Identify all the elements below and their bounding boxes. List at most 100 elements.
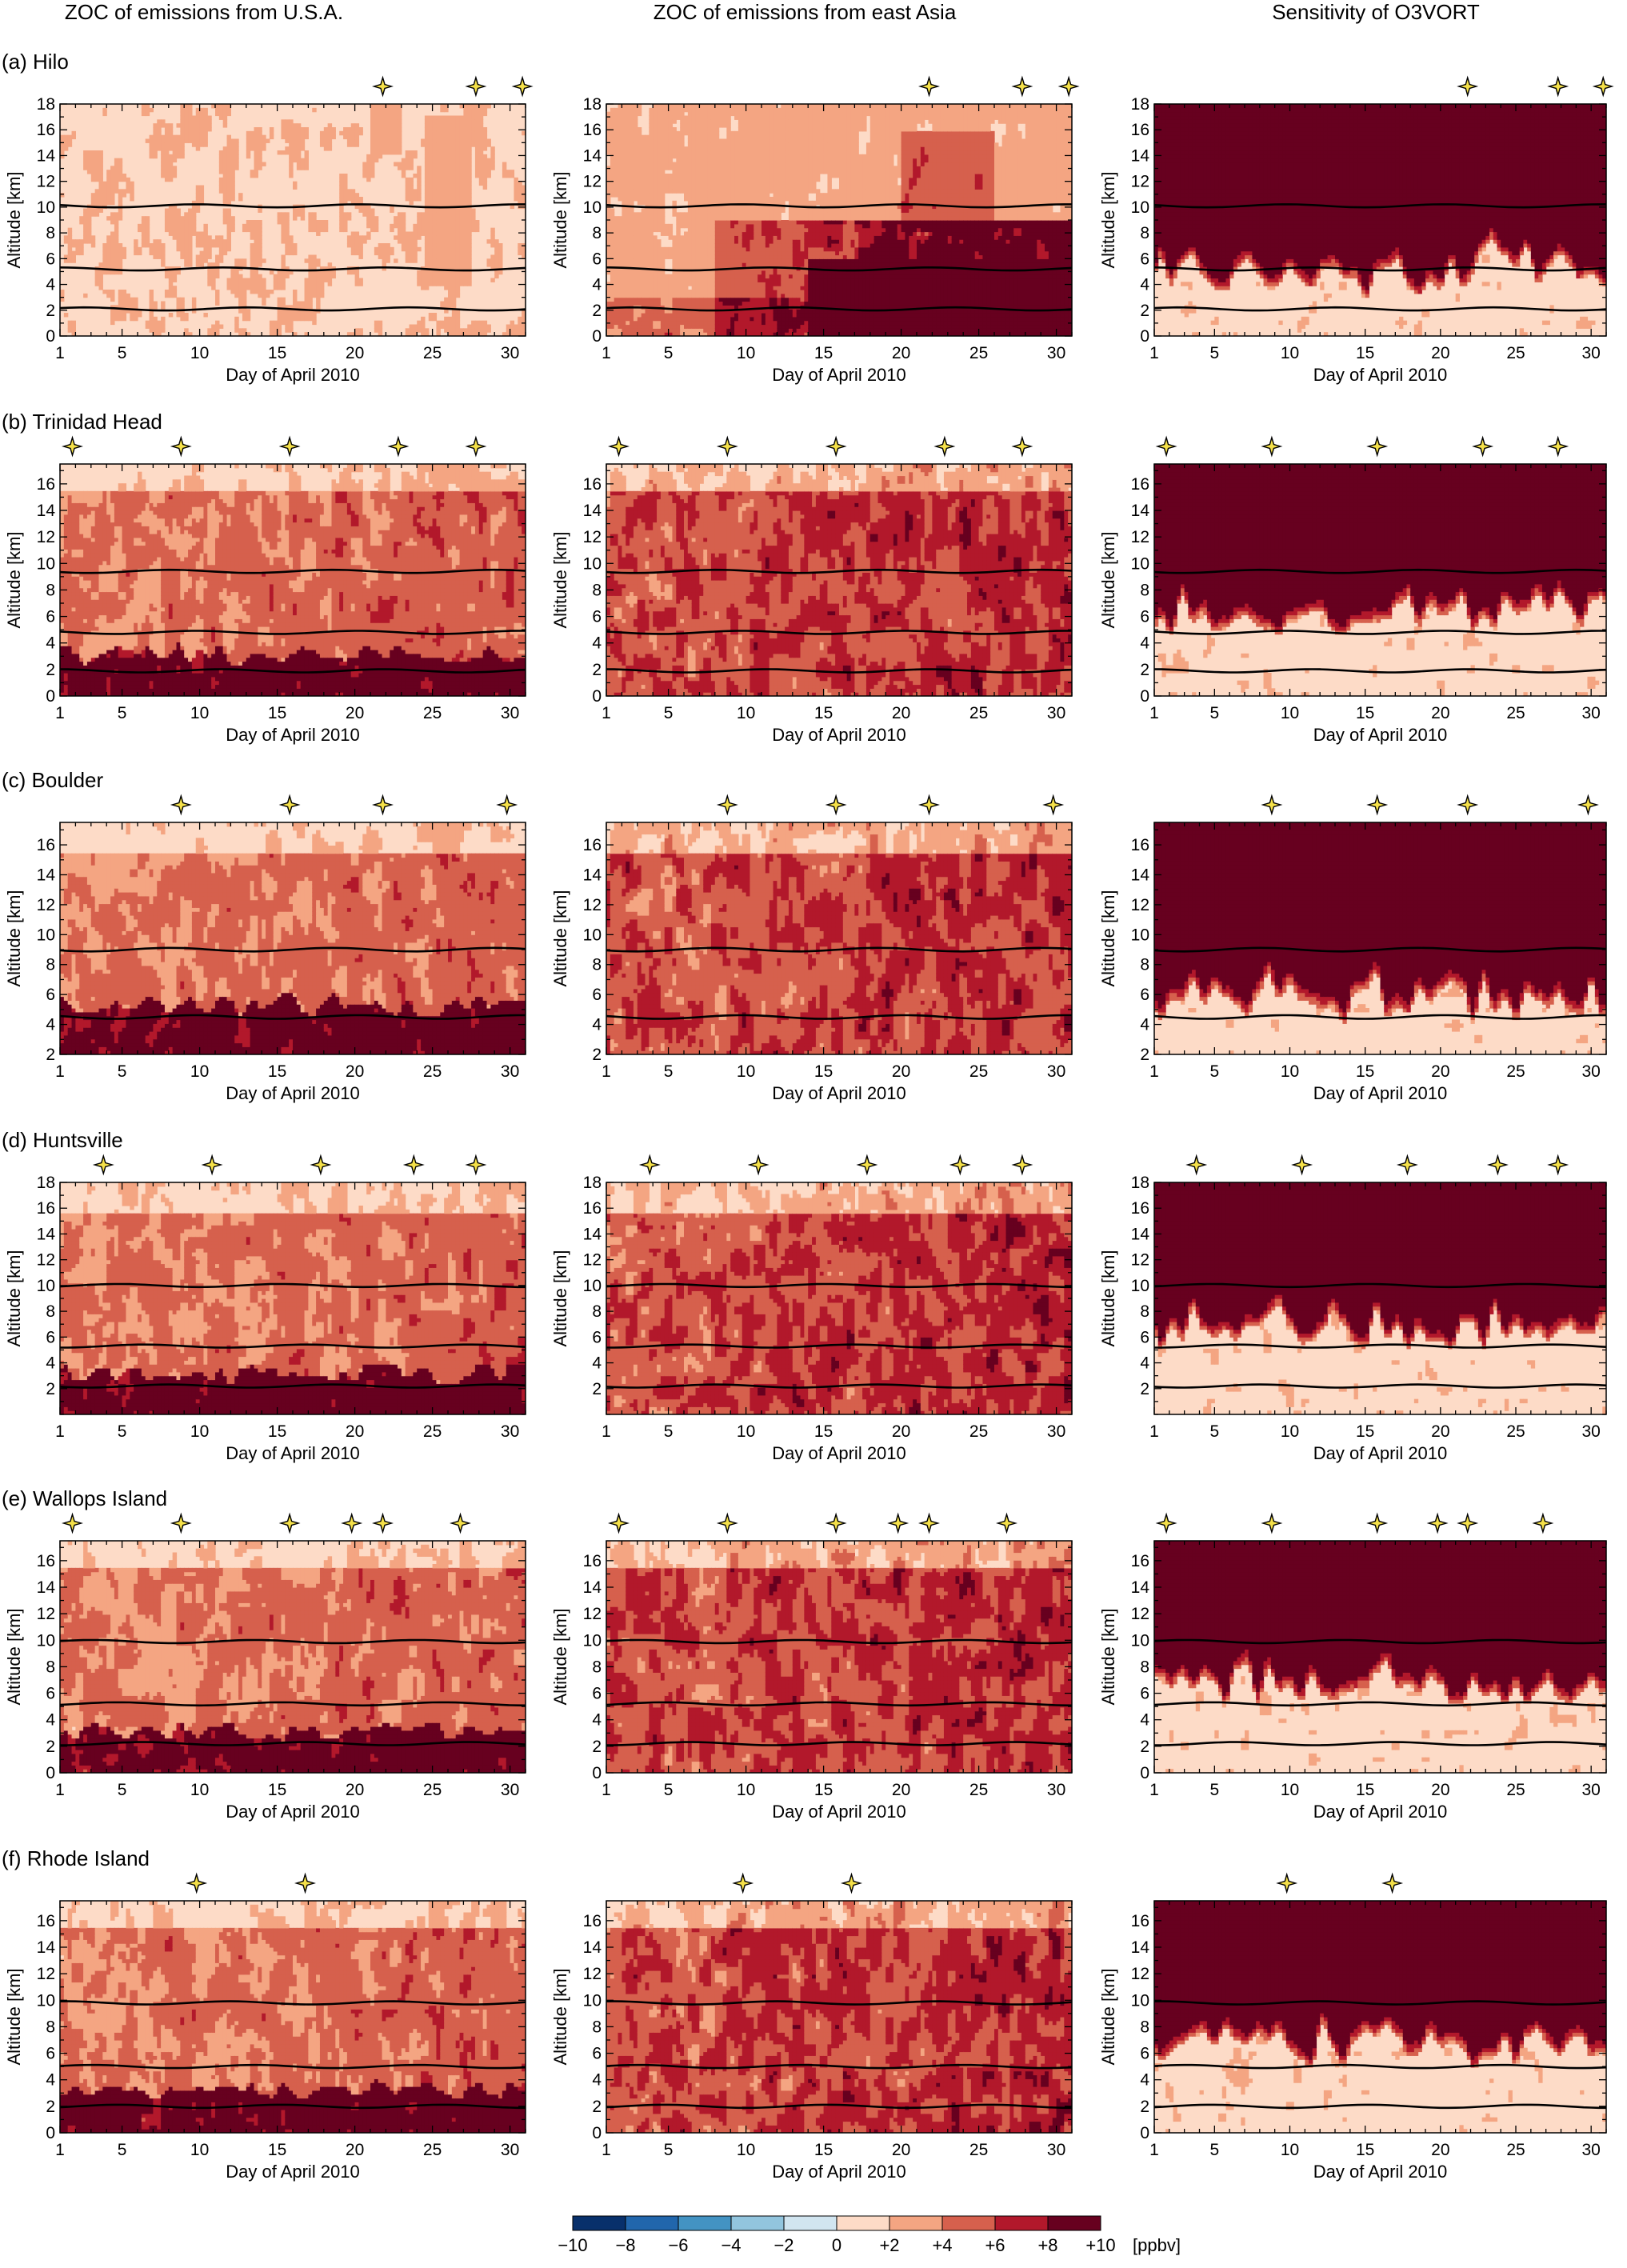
x-tick-label: 1 (55, 1781, 65, 1799)
y-tick-label: 2 (592, 1738, 602, 1756)
sonde-launch-marker (610, 438, 628, 455)
y-tick-label: 6 (1140, 986, 1149, 1004)
x-tick-label: 10 (1281, 2141, 1299, 2159)
y-tick-label: 18 (583, 1174, 602, 1192)
x-tick-label: 20 (1431, 2141, 1449, 2159)
y-tick-label: 10 (37, 554, 55, 573)
y-tick-label: 8 (46, 1302, 55, 1321)
x-tick-label: 1 (55, 1062, 65, 1081)
site-label: (e) Wallops Island (2, 1486, 167, 1510)
y-tick-label: 14 (37, 1225, 56, 1243)
y-tick-label: 4 (592, 1016, 602, 1034)
colorbar-tick-label: −6 (668, 2235, 688, 2255)
x-tick-label: 15 (268, 1062, 286, 1081)
y-axis-label: Altitude [km] (4, 1968, 24, 2065)
x-tick-label: 1 (602, 704, 611, 722)
y-tick-label: 2 (46, 1380, 55, 1398)
y-axis-label: Altitude [km] (4, 1608, 24, 1705)
y-tick-label: 6 (46, 1328, 55, 1346)
sonde-launch-marker (610, 1514, 628, 1532)
sonde-launch-marker (718, 1514, 736, 1532)
x-tick-label: 20 (346, 1062, 364, 1081)
y-tick-label: 2 (1140, 302, 1149, 320)
x-tick-label: 25 (1506, 1422, 1525, 1441)
sonde-launch-marker (1013, 438, 1031, 455)
y-tick-label: 6 (1140, 2045, 1149, 2063)
sonde-launch-marker (467, 78, 485, 95)
y-tick-label: 18 (1131, 95, 1149, 114)
sonde-launch-marker (921, 1514, 938, 1532)
y-tick-label: 8 (592, 1302, 602, 1321)
site-label: (d) Huntsville (2, 1128, 123, 1152)
y-tick-label: 14 (583, 146, 602, 165)
y-tick-label: 8 (46, 956, 55, 974)
sonde-launch-marker (1489, 1156, 1506, 1174)
y-tick-label: 4 (46, 634, 55, 653)
x-tick-label: 5 (664, 704, 674, 722)
x-tick-label: 30 (501, 344, 519, 362)
y-tick-label: 2 (1140, 1046, 1149, 1064)
y-axis-label: Altitude [km] (550, 890, 570, 986)
y-tick-label: 0 (46, 687, 55, 706)
colorbar-unit: [ppbv] (1133, 2235, 1181, 2255)
x-tick-label: 25 (423, 1781, 442, 1799)
x-tick-label: 10 (737, 1062, 755, 1081)
x-tick-label: 25 (1506, 344, 1525, 362)
sonde-launch-marker (827, 438, 845, 455)
x-tick-label: 30 (1581, 1422, 1600, 1441)
x-tick-label: 15 (1356, 344, 1374, 362)
x-tick-label: 30 (501, 1781, 519, 1799)
y-tick-label: 14 (1131, 1225, 1150, 1243)
sonde-launch-marker (921, 796, 938, 814)
y-tick-label: 4 (1140, 1016, 1149, 1034)
y-tick-label: 16 (583, 1912, 602, 1930)
x-tick-label: 30 (1581, 1062, 1600, 1081)
column-title-east-asia: ZOC of emissions from east Asia (654, 0, 957, 24)
column-title-o3vort: Sensitivity of O3VORT (1272, 0, 1480, 24)
x-tick-label: 15 (814, 2141, 833, 2159)
colorbar-tick-label: +2 (879, 2235, 899, 2255)
x-tick-label: 5 (118, 344, 127, 362)
sonde-launch-marker (1293, 1156, 1311, 1174)
x-tick-label: 5 (118, 1062, 127, 1081)
x-tick-label: 15 (1356, 1422, 1374, 1441)
x-tick-label: 1 (602, 2141, 611, 2159)
y-axis-label: Altitude [km] (550, 1250, 570, 1346)
y-tick-label: 8 (1140, 1658, 1149, 1676)
y-tick-label: 16 (1131, 1552, 1149, 1570)
sonde-launch-marker (827, 796, 845, 814)
y-tick-label: 4 (46, 2071, 55, 2090)
x-tick-label: 1 (602, 1062, 611, 1081)
x-tick-label: 10 (1281, 344, 1299, 362)
y-tick-label: 6 (46, 2045, 55, 2063)
y-tick-label: 12 (1131, 1251, 1149, 1270)
x-axis-label: Day of April 2010 (1313, 1083, 1448, 1103)
y-tick-label: 16 (583, 475, 602, 494)
sonde-launch-marker (1013, 78, 1031, 95)
y-tick-label: 0 (592, 2124, 602, 2142)
x-axis-label: Day of April 2010 (1313, 365, 1448, 385)
colorbar-swatch (626, 2216, 678, 2230)
y-tick-label: 16 (37, 836, 55, 854)
y-tick-label: 0 (1140, 327, 1149, 346)
y-axis-label: Altitude [km] (550, 1968, 570, 2065)
y-tick-label: 10 (1131, 926, 1149, 944)
y-tick-label: 14 (583, 502, 602, 520)
sonde-launch-marker (281, 1514, 298, 1532)
x-axis-label: Day of April 2010 (226, 1083, 360, 1103)
x-tick-label: 5 (1209, 1062, 1219, 1081)
y-tick-label: 4 (1140, 634, 1149, 653)
x-tick-label: 25 (969, 2141, 988, 2159)
x-axis-label: Day of April 2010 (772, 1083, 906, 1103)
y-tick-label: 4 (46, 276, 55, 294)
